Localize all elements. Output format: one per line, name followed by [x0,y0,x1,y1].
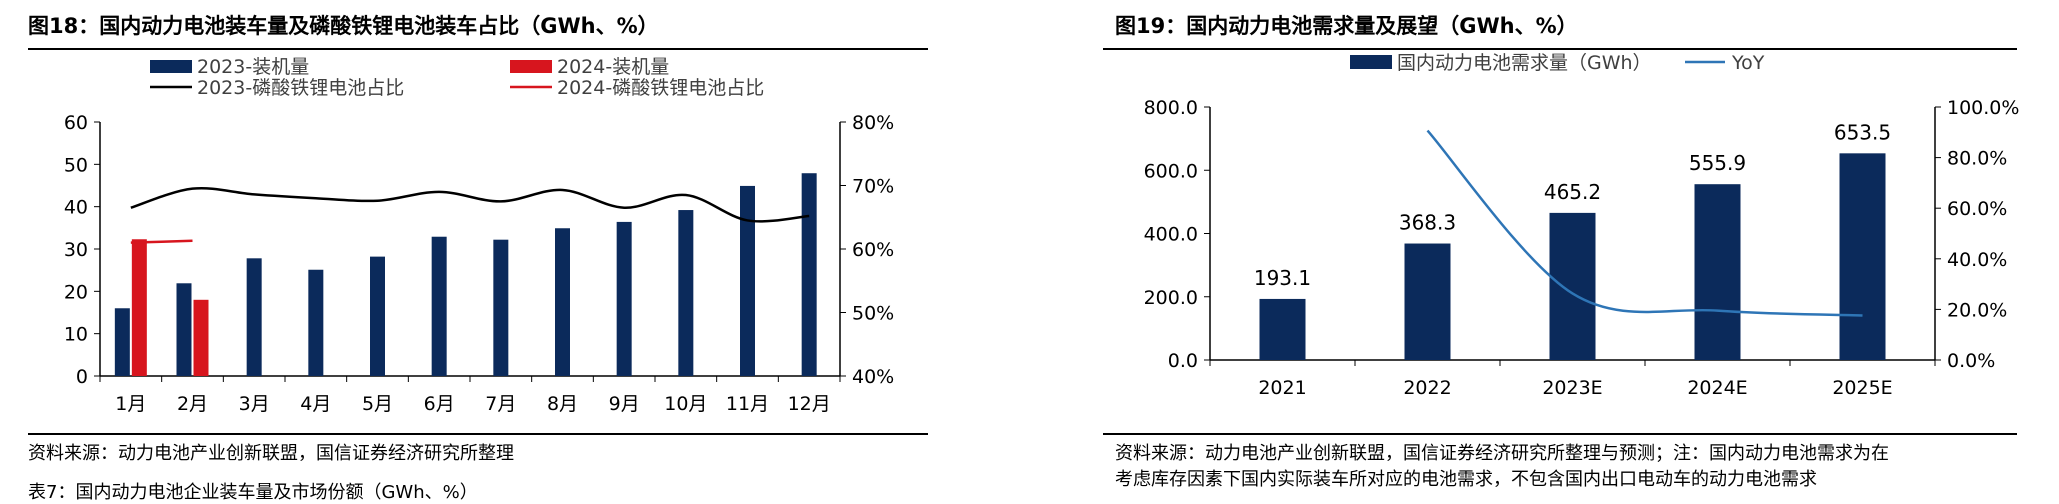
right-figure: 图19：国内动力电池需求量及展望（GWh、%） 0.0 200.0 400.0 600… [1095,0,2020,490]
y-left-tick-label: 20 [64,281,88,303]
demand-bar-label-2023E: 465.2 [1544,180,1601,204]
right-source-line-1: 资料来源：动力电池产业创新联盟，国信证券经济研究所整理与预测；注：国内动力电池需… [1115,443,1889,464]
bar-2023-8 [555,228,570,376]
y-left-tick-label: 400.0 [1144,224,1198,246]
y-left-tick-label: 50 [64,154,88,176]
left-chart: 0 10 20 30 40 50 60 40% 50% 60% 70% 80% 1月 2月 3月 4月 5月 6月… [64,56,894,415]
right-source-rule [1103,433,2017,435]
yoy-line [1426,129,1863,317]
demand-bar-label-2025E: 653.5 [1834,120,1891,144]
x-tick-label: 2022 [1403,377,1451,399]
y-right-tick-label: 80.0% [1947,148,2007,170]
x-tick-label: 1月 [115,393,146,415]
x-tick-label: 11月 [726,393,769,415]
demand-bar-label-2021: 193.1 [1254,266,1311,290]
left-figure-title: 图18：国内动力电池装车量及磷酸铁锂电池装车占比（GWh、%） [28,14,659,38]
x-tick-label: 12月 [788,393,831,415]
x-tick-label: 2024E [1687,377,1747,399]
left-title-rule [28,48,928,50]
bar-2023-1 [114,308,130,376]
demand-bar-label-2022: 368.3 [1399,211,1456,235]
legend-swatch-0 [150,60,192,73]
y-right-tick-label: 20.0% [1947,299,2007,321]
bar-2023-4 [308,269,324,376]
line-2024-lfp-share [130,239,193,244]
bar-2023-10 [678,210,694,376]
y-left-tick-label: 0.0 [1168,350,1198,372]
legend-label-demand: 国内动力电池需求量（GWh） [1397,52,1652,74]
y-left-tick-label: 30 [64,239,88,261]
bar-2023-3 [246,258,262,376]
bar-2023-7 [493,239,509,376]
right-source-line-2: 考虑库存因素下国内实际装车所对应的电池需求，不包含国内出口电动车的动力电池需求 [1115,469,1817,490]
demand-bar-2022 [1404,243,1451,360]
y-right-tick-label: 60.0% [1947,198,2007,220]
y-right-tick-label: 40.0% [1947,249,2007,271]
x-tick-label: 3月 [239,393,270,415]
legend-label-2: 2023-磷酸铁锂电池占比 [197,77,404,99]
left-source: 资料来源：动力电池产业创新联盟，国信证券经济研究所整理 [28,443,514,464]
bar-2023-6 [431,236,447,376]
x-tick-label: 10月 [664,393,707,415]
right-title-rule [1103,48,2017,50]
legend-label-1: 2024-装机量 [557,56,669,78]
y-left-tick-label: 10 [64,324,88,346]
x-tick-label: 2025E [1832,377,1892,399]
x-tick-label: 7月 [485,393,516,415]
bar-2024-2 [193,299,209,376]
right-chart: 0.0 200.0 400.0 600.0 800.0 0.0% 20.0% 40.0% 60.… [1144,52,2020,399]
bar-2023-9 [616,221,632,376]
line-2023-lfp-share [130,186,810,223]
legend-label-0: 2023-装机量 [197,56,309,78]
demand-bar-2021 [1259,298,1306,360]
demand-bar-2024E [1694,184,1741,360]
demand-bar-2023E [1549,212,1596,360]
y-right-tick-label: 100.0% [1947,97,2019,119]
y-left-tick-label: 60 [64,112,88,134]
y-right-tick-label: 40% [852,366,894,388]
demand-bar-label-2024E: 555.9 [1689,151,1746,175]
y-right-tick-label: 50% [852,303,894,325]
x-tick-label: 2021 [1258,377,1306,399]
y-right-tick-label: 70% [852,176,894,198]
x-tick-label: 2023E [1542,377,1602,399]
legend-label-3: 2024-磷酸铁锂电池占比 [557,77,764,99]
legend-swatch-demand [1350,55,1392,69]
y-left-tick-label: 40 [64,197,88,219]
legend-swatch-1 [510,60,552,73]
bar-2024-1 [131,239,147,376]
y-left-tick-label: 200.0 [1144,287,1198,309]
right-figure-title: 图19：国内动力电池需求量及展望（GWh、%） [1115,14,1578,38]
y-left-tick-label: 0 [76,366,88,388]
x-tick-label: 2月 [177,393,208,415]
x-tick-label: 5月 [362,393,393,415]
x-tick-label: 4月 [300,393,331,415]
y-left-tick-label: 800.0 [1144,97,1198,119]
y-right-tick-label: 0.0% [1947,350,1995,372]
bar-2023-5 [370,256,385,376]
left-figure: 图18：国内动力电池装车量及磷酸铁锂电池装车占比（GWh、%） 0 10 20 30 4… [0,0,930,503]
x-tick-label: 6月 [424,393,455,415]
demand-bar-2025E [1839,153,1886,360]
y-right-tick-label: 80% [852,112,894,134]
x-tick-label: 8月 [547,393,578,415]
legend-label-yoy: YoY [1731,52,1765,74]
bar-2023-11 [740,185,755,376]
y-right-tick-label: 60% [852,239,894,261]
y-left-tick-label: 600.0 [1144,160,1198,182]
left-source-rule [28,433,928,435]
x-tick-label: 9月 [609,393,640,415]
bar-2023-2 [176,283,192,376]
left-next-caption: 表7：国内动力电池企业装车量及市场份额（GWh、%） [28,482,478,503]
bar-2023-12 [801,173,817,376]
